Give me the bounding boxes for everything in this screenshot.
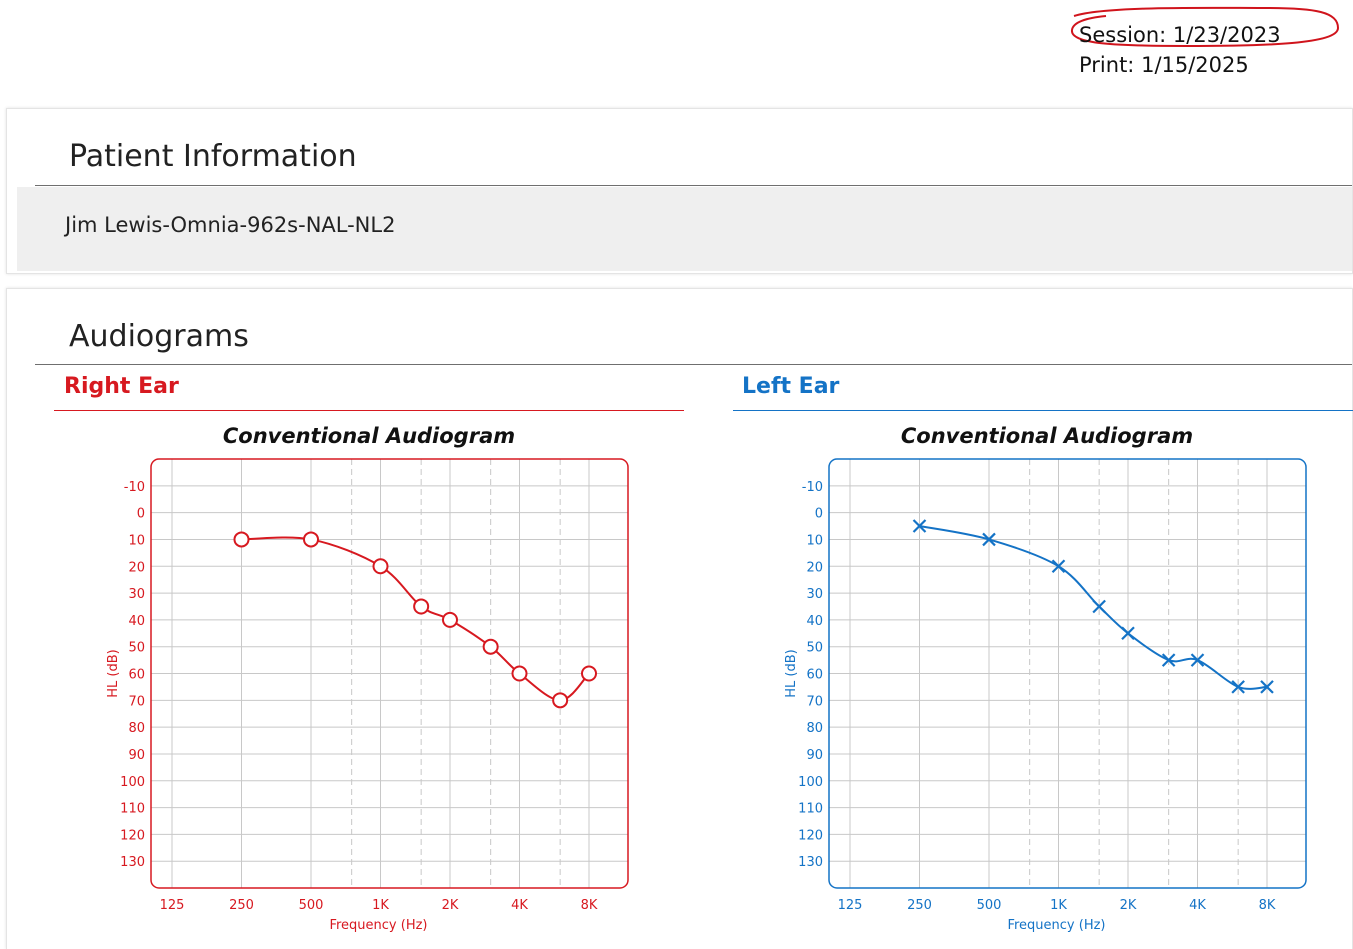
right-y-tick-label: 100 (120, 775, 145, 790)
right-y-tick-label: 130 (120, 855, 145, 870)
left-y-tick-label: 20 (806, 560, 823, 575)
right-x-tick-label: 8K (581, 898, 598, 913)
left-ear-title: Left Ear (742, 374, 840, 399)
session-label: Session: (1079, 23, 1167, 47)
right-data-point-circle (511, 665, 528, 682)
left-y-tick-label: 100 (798, 775, 823, 790)
right-y-tick-label: 20 (128, 560, 145, 575)
left-x-tick-label: 4K (1189, 898, 1206, 913)
right-ear-title: Right Ear (64, 374, 179, 399)
right-y-tick-label: 110 (120, 802, 145, 817)
right-data-point-circle (442, 611, 458, 628)
right-data-point-circle (482, 638, 499, 655)
right-y-tick-label: -10 (124, 480, 145, 495)
left-y-tick-label: 40 (806, 614, 823, 629)
left-data-point-x (1051, 559, 1066, 574)
print-label: Print: (1079, 53, 1135, 77)
right-x-tick-label: 500 (299, 898, 324, 913)
left-x-tick-label: 125 (838, 898, 863, 913)
right-x-axis-label: Frequency (Hz) (329, 918, 427, 933)
left-y-tick-label: 60 (806, 668, 823, 683)
audiograms-title: Audiograms (69, 319, 249, 354)
left-data-point-x (1161, 653, 1176, 667)
left-y-tick-label: 120 (798, 828, 823, 843)
left-data-point-x (1231, 680, 1245, 694)
left-data-point-x (1092, 599, 1106, 614)
right-y-tick-label: 30 (128, 587, 145, 602)
print-line: Print: 1/15/2025 (1079, 50, 1281, 80)
right-y-tick-label: 90 (128, 748, 145, 763)
left-y-tick-label: 30 (806, 587, 823, 602)
left-chart-title: Conventional Audiogram (901, 424, 1193, 448)
right-y-tick-label: 70 (128, 694, 145, 709)
right-data-point-circle (233, 531, 250, 548)
left-plot-frame (828, 458, 1307, 889)
left-x-tick-label: 2K (1120, 898, 1137, 913)
left-y-tick-label: -10 (802, 480, 823, 495)
left-threshold-line (919, 525, 1268, 690)
patient-information-title: Patient Information (69, 139, 357, 174)
left-y-tick-label: 70 (806, 694, 823, 709)
right-y-tick-label: 50 (128, 641, 145, 656)
right-y-tick-label: 0 (137, 507, 145, 522)
left-data-point-x (1190, 653, 1205, 667)
right-y-tick-label: 10 (128, 533, 145, 548)
left-data-point-x (1121, 626, 1135, 641)
left-y-tick-label: 80 (806, 721, 823, 736)
right-x-tick-label: 2K (442, 898, 459, 913)
right-ear-audiogram-chart: Conventional Audiogram -10 0 10 20 30 40 50 60 70… (106, 424, 629, 933)
left-x-tick-label: 8K (1259, 898, 1276, 913)
patient-title-divider (35, 185, 1352, 186)
right-y-axis-label: HL (dB) (106, 649, 121, 697)
print-date: 1/15/2025 (1141, 53, 1249, 77)
header-dates: Session: 1/23/2023 Print: 1/15/2025 (1079, 20, 1281, 80)
right-x-tick-label: 125 (160, 898, 185, 913)
right-plot-frame (150, 458, 629, 889)
left-x-axis-label: Frequency (Hz) (1007, 918, 1105, 933)
right-data-point-circle (413, 598, 430, 615)
right-x-tick-label: 1K (372, 898, 389, 913)
left-y-tick-label: 110 (798, 802, 823, 817)
session-date: 1/23/2023 (1172, 23, 1281, 47)
left-data-point-x (982, 532, 996, 547)
patient-information-card: Patient Information Jim Lewis-Omnia-962s… (6, 108, 1353, 274)
right-data-point-circle (581, 665, 597, 682)
left-y-axis-label: HL (dB) (784, 649, 799, 697)
right-data-point-circle (372, 558, 389, 575)
session-highlight-circle (1071, 6, 1340, 48)
right-x-tick-label: 250 (229, 898, 254, 913)
right-data-point-circle (303, 531, 319, 548)
left-y-tick-label: 50 (806, 641, 823, 656)
left-y-tick-label: 10 (806, 533, 823, 548)
right-data-point-circle (552, 692, 569, 709)
left-data-point-x (912, 519, 927, 533)
left-y-tick-label: 130 (798, 855, 823, 870)
session-line: Session: 1/23/2023 (1079, 20, 1281, 50)
left-data-point-x (1260, 680, 1274, 694)
patient-name: Jim Lewis-Omnia-962s-NAL-NL2 (65, 213, 396, 237)
left-x-tick-label: 250 (907, 898, 932, 913)
right-y-tick-label: 80 (128, 721, 145, 736)
left-ear-divider (733, 410, 1353, 411)
right-x-tick-label: 4K (511, 898, 528, 913)
left-y-tick-label: 90 (806, 748, 823, 763)
right-y-tick-label: 60 (128, 668, 145, 683)
left-x-tick-label: 500 (977, 898, 1002, 913)
patient-row: Jim Lewis-Omnia-962s-NAL-NL2 (17, 187, 1352, 271)
left-x-tick-label: 1K (1050, 898, 1067, 913)
audiograms-title-divider (35, 364, 1352, 365)
left-y-tick-label: 0 (815, 507, 823, 522)
right-y-tick-label: 120 (120, 828, 145, 843)
right-chart-title: Conventional Audiogram (223, 424, 515, 448)
right-y-tick-label: 40 (128, 614, 145, 629)
right-ear-divider (54, 410, 684, 411)
